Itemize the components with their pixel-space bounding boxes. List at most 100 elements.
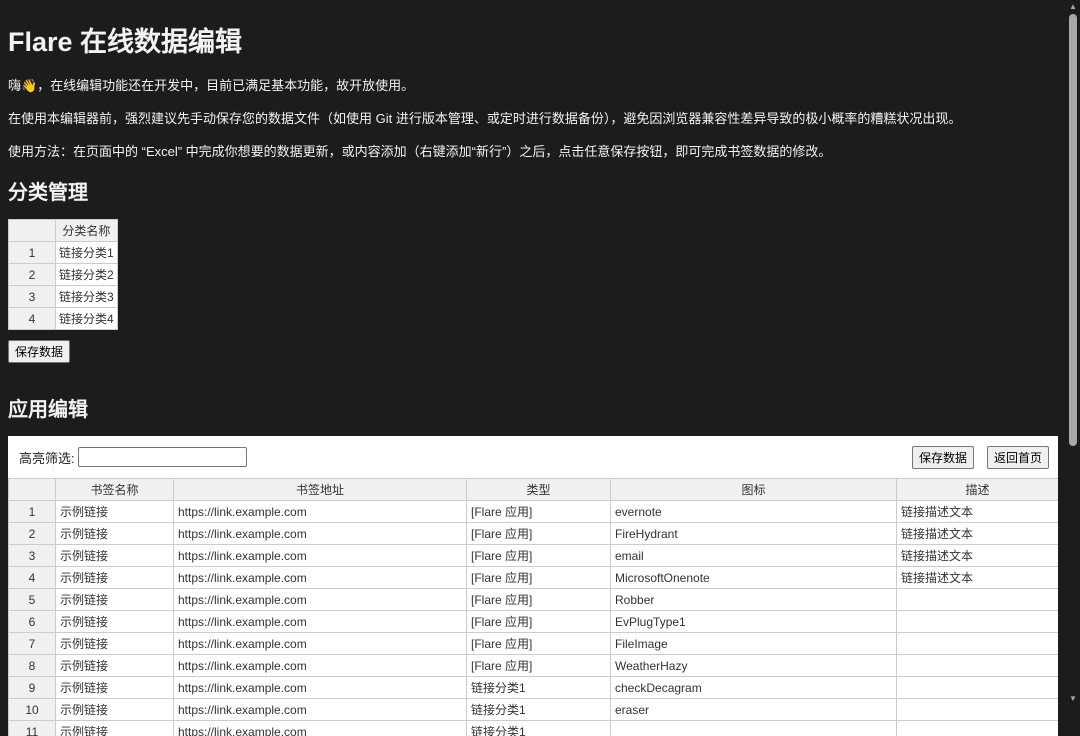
row-number: 10 — [9, 699, 56, 721]
type-cell[interactable]: [Flare 应用] — [467, 633, 611, 655]
row-number: 8 — [9, 655, 56, 677]
type-cell[interactable]: [Flare 应用] — [467, 523, 611, 545]
description-cell[interactable] — [897, 633, 1059, 655]
description-cell[interactable] — [897, 611, 1059, 633]
row-number-header — [9, 479, 56, 501]
row-number: 2 — [9, 264, 56, 286]
row-number: 6 — [9, 611, 56, 633]
bookmark-name-cell[interactable]: 示例链接 — [56, 699, 174, 721]
bookmark-url-cell[interactable]: https://link.example.com — [174, 545, 467, 567]
icon-cell[interactable]: WeatherHazy — [611, 655, 897, 677]
icon-cell[interactable]: EvPlugType1 — [611, 611, 897, 633]
filter-input[interactable] — [78, 447, 247, 467]
description-cell[interactable]: 链接描述文本 — [897, 523, 1059, 545]
row-number: 5 — [9, 589, 56, 611]
bookmark-name-cell[interactable]: 示例链接 — [56, 677, 174, 699]
icon-cell[interactable]: FileImage — [611, 633, 897, 655]
intro-greeting: 嗨👋，在线编辑功能还在开发中，目前已满足基本功能，故开放使用。 — [8, 77, 1060, 95]
scroll-down-icon[interactable]: ▼ — [1069, 694, 1077, 703]
type-cell[interactable]: [Flare 应用] — [467, 611, 611, 633]
filter-label: 高亮筛选: — [19, 448, 75, 467]
intro-usage: 使用方法：在页面中的 “Excel” 中完成你想要的数据更新，或内容添加（右键添… — [8, 143, 1060, 161]
type-cell[interactable]: [Flare 应用] — [467, 545, 611, 567]
bookmark-url-cell[interactable]: https://link.example.com — [174, 611, 467, 633]
description-cell[interactable] — [897, 589, 1059, 611]
bookmark-url-cell[interactable]: https://link.example.com — [174, 567, 467, 589]
category-heading: 分类管理 — [8, 176, 1060, 205]
type-cell[interactable]: 链接分类1 — [467, 699, 611, 721]
icon-cell[interactable]: FireHydrant — [611, 523, 897, 545]
page-title: Flare 在线数据编辑 — [8, 20, 1060, 59]
bookmark-url-cell[interactable]: https://link.example.com — [174, 699, 467, 721]
row-number: 1 — [9, 501, 56, 523]
row-number: 11 — [9, 721, 56, 736]
type-cell[interactable]: [Flare 应用] — [467, 567, 611, 589]
bookmark-name-cell[interactable]: 示例链接 — [56, 501, 174, 523]
save-categories-button[interactable]: 保存数据 — [8, 340, 70, 363]
bookmark-name-cell[interactable]: 示例链接 — [56, 545, 174, 567]
category-name-cell[interactable]: 链接分类4 — [56, 308, 118, 330]
icon-cell[interactable]: checkDecagram — [611, 677, 897, 699]
bookmark-name-cell[interactable]: 示例链接 — [56, 721, 174, 736]
bookmark-name-cell[interactable]: 示例链接 — [56, 589, 174, 611]
bookmark-url-cell[interactable]: https://link.example.com — [174, 721, 467, 736]
category-name-cell[interactable]: 链接分类3 — [56, 286, 118, 308]
bookmark-name-cell[interactable]: 示例链接 — [56, 655, 174, 677]
row-number: 2 — [9, 523, 56, 545]
category-name-cell[interactable]: 链接分类2 — [56, 264, 118, 286]
apps-heading: 应用编辑 — [8, 393, 1060, 422]
bookmark-name-cell[interactable]: 示例链接 — [56, 523, 174, 545]
row-number: 1 — [9, 242, 56, 264]
type-cell[interactable]: 链接分类1 — [467, 677, 611, 699]
description-cell[interactable]: 链接描述文本 — [897, 545, 1059, 567]
type-cell[interactable]: 链接分类1 — [467, 721, 611, 736]
icon-cell[interactable]: evernote — [611, 501, 897, 523]
description-cell[interactable] — [897, 699, 1059, 721]
bookmark-name-cell[interactable]: 示例链接 — [56, 611, 174, 633]
bookmark-url-cell[interactable]: https://link.example.com — [174, 677, 467, 699]
bookmark-url-cell[interactable]: https://link.example.com — [174, 655, 467, 677]
type-cell[interactable]: [Flare 应用] — [467, 655, 611, 677]
scroll-up-icon[interactable]: ▲ — [1069, 2, 1077, 11]
description-cell[interactable]: 链接描述文本 — [897, 567, 1059, 589]
page-scrollbar[interactable]: ▲ ▼ — [1066, 0, 1080, 705]
description-cell[interactable] — [897, 721, 1059, 736]
description-cell[interactable] — [897, 655, 1059, 677]
scrollbar-thumb[interactable] — [1069, 14, 1077, 446]
description-cell[interactable]: 链接描述文本 — [897, 501, 1059, 523]
type-cell[interactable]: [Flare 应用] — [467, 589, 611, 611]
description-cell[interactable] — [897, 677, 1059, 699]
icon-cell[interactable]: eraser — [611, 699, 897, 721]
bookmark-url-cell[interactable]: https://link.example.com — [174, 589, 467, 611]
icon-cell[interactable]: MicrosoftOnenote — [611, 567, 897, 589]
intro-warning: 在使用本编辑器前，强烈建议先手动保存您的数据文件（如使用 Git 进行版本管理、… — [8, 110, 1060, 128]
icon-cell[interactable] — [611, 721, 897, 736]
column-header: 分类名称 — [56, 220, 118, 242]
home-button[interactable]: 返回首页 — [987, 446, 1049, 469]
bookmark-url-cell[interactable]: https://link.example.com — [174, 633, 467, 655]
icon-cell[interactable]: Robber — [611, 589, 897, 611]
type-cell[interactable]: [Flare 应用] — [467, 501, 611, 523]
bookmark-name-cell[interactable]: 示例链接 — [56, 633, 174, 655]
row-number: 7 — [9, 633, 56, 655]
apps-toolbar: 高亮筛选: 保存数据 返回首页 — [8, 436, 1058, 478]
save-apps-button[interactable]: 保存数据 — [912, 446, 974, 469]
bookmark-name-cell[interactable]: 示例链接 — [56, 567, 174, 589]
icon-cell[interactable]: email — [611, 545, 897, 567]
bookmark-url-cell[interactable]: https://link.example.com — [174, 501, 467, 523]
bookmark-url-cell[interactable]: https://link.example.com — [174, 523, 467, 545]
category-name-cell[interactable]: 链接分类1 — [56, 242, 118, 264]
